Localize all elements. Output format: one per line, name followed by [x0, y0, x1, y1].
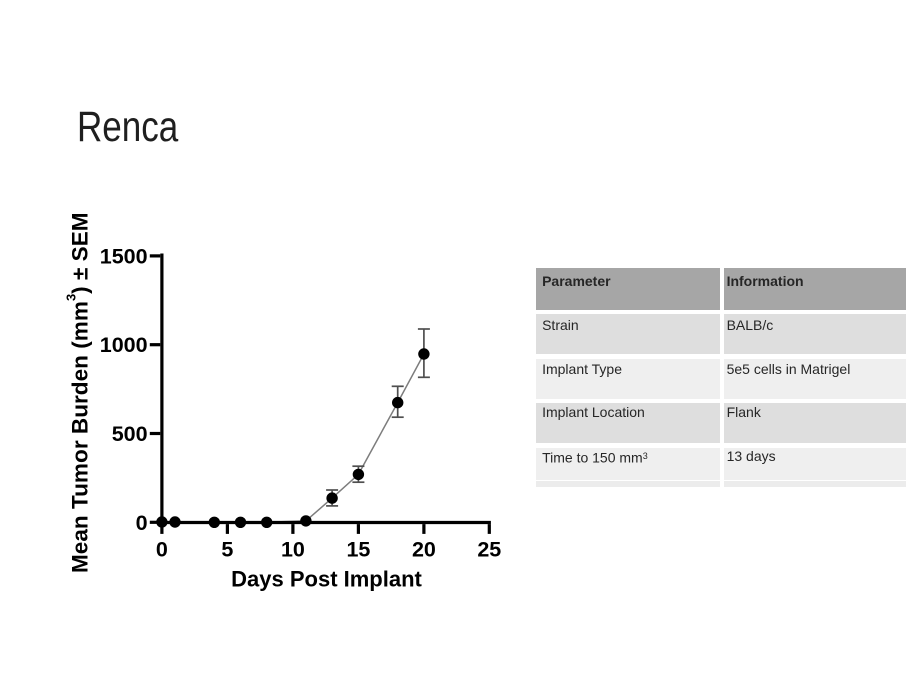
svg-text:0: 0 [136, 511, 148, 535]
svg-text:500: 500 [112, 422, 148, 446]
svg-text:5: 5 [221, 538, 233, 562]
svg-text:10: 10 [281, 538, 305, 562]
svg-text:20: 20 [412, 538, 436, 562]
svg-text:Days Post Implant: Days Post Implant [231, 567, 422, 592]
svg-text:1000: 1000 [100, 333, 148, 357]
svg-text:Mean Tumor Burden (mm3) ± SEM: Mean Tumor Burden (mm3) ± SEM [64, 212, 93, 573]
svg-text:25: 25 [477, 538, 501, 562]
svg-text:15: 15 [346, 538, 370, 562]
svg-text:1500: 1500 [100, 245, 148, 269]
svg-text:0: 0 [156, 538, 168, 562]
